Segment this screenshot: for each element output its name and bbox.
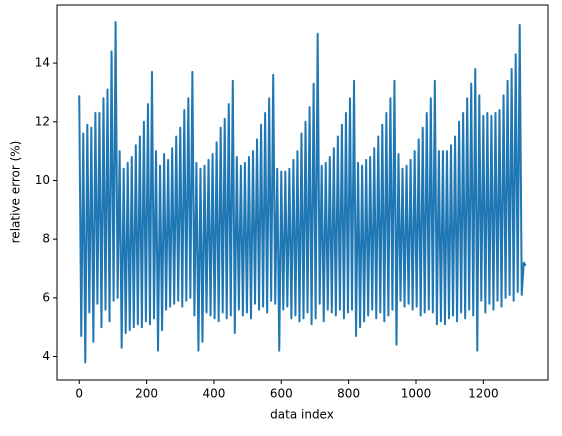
plot-frame	[56, 4, 549, 381]
x-tick-label: 800	[337, 387, 360, 401]
x-tick-label: 600	[270, 387, 293, 401]
y-tick-label: 4	[42, 349, 50, 363]
x-tick-label: 400	[202, 387, 225, 401]
data-line	[78, 21, 527, 364]
y-tick-label: 10	[35, 173, 50, 187]
x-tick-label: 1200	[468, 387, 499, 401]
x-axis-label: data index	[270, 408, 334, 422]
x-tick-label: 1000	[401, 387, 432, 401]
x-tick-label: 0	[75, 387, 83, 401]
y-tick-label: 12	[35, 114, 50, 128]
y-axis-label: relative error (%)	[9, 141, 23, 244]
y-tick-label: 6	[42, 290, 50, 304]
y-tick-label: 14	[35, 56, 50, 70]
x-tick-label: 200	[135, 387, 158, 401]
y-tick-label: 8	[42, 232, 50, 246]
